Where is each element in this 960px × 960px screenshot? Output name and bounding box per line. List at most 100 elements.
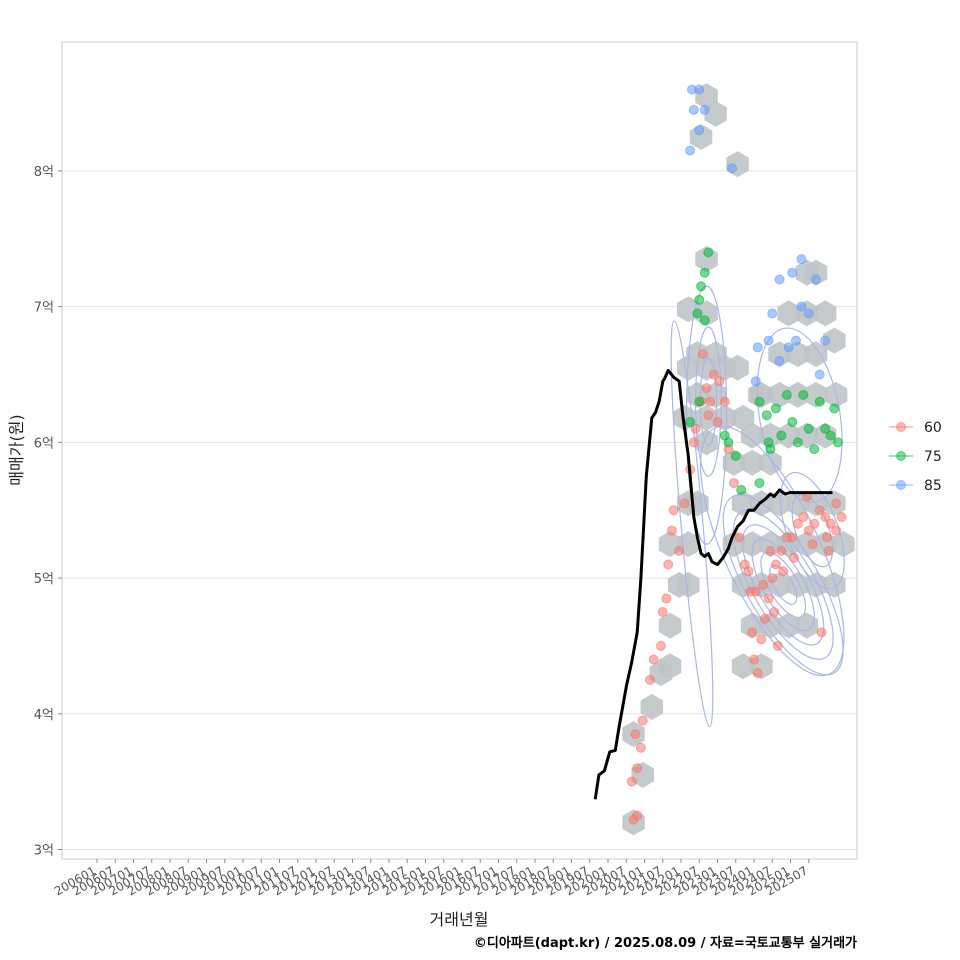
density-contour: [732, 509, 834, 660]
point-85: [727, 163, 738, 174]
point-60: [719, 396, 730, 407]
y-tick-label: 4억: [34, 708, 54, 723]
hexbin-cell: [804, 341, 828, 368]
point-60: [712, 417, 723, 427]
point-60: [708, 369, 719, 380]
legend-key-point: [896, 451, 906, 461]
scatter-points-layer: [626, 84, 847, 825]
y-tick-label: 7억: [34, 301, 54, 316]
point-60: [814, 505, 825, 516]
point-60: [758, 579, 769, 590]
point-85: [774, 355, 785, 366]
point-60: [798, 512, 809, 522]
point-75: [787, 417, 798, 427]
point-85: [750, 376, 761, 387]
point-60: [759, 613, 770, 624]
point-60: [789, 552, 800, 563]
point-85: [767, 308, 778, 319]
point-60: [809, 518, 820, 529]
point-75: [699, 315, 710, 326]
point-75: [798, 389, 809, 400]
point-75: [736, 484, 747, 495]
hexbin-cell: [777, 612, 800, 639]
hexbin-cell: [640, 694, 664, 720]
hexbin-cell: [740, 531, 764, 558]
point-85: [803, 308, 814, 319]
hexbin-cell: [786, 381, 810, 408]
legend-label: 60: [924, 420, 942, 436]
legend-label: 75: [924, 449, 942, 465]
point-60: [743, 566, 754, 577]
x-axis-ticks: 2006012006072007012007072008012008072009…: [52, 859, 810, 899]
point-60: [632, 763, 643, 774]
hexbin-cell: [813, 422, 837, 449]
hexbin-cell: [804, 259, 828, 286]
hexbin-cell: [704, 100, 727, 127]
legend: 60 75 85: [889, 420, 942, 494]
point-60: [831, 525, 842, 536]
point-60: [752, 668, 763, 679]
point-75: [792, 437, 803, 448]
point-75: [803, 423, 814, 434]
point-75: [730, 450, 741, 461]
point-60: [792, 518, 803, 529]
hexbin-cell: [813, 300, 837, 327]
hexbin-cell: [695, 429, 718, 456]
hexbin-cell: [759, 531, 782, 558]
point-60: [663, 559, 674, 570]
point-60: [679, 498, 690, 509]
point-85: [814, 369, 825, 380]
point-60: [705, 396, 716, 407]
point-60: [778, 566, 789, 577]
density-contour: [722, 494, 844, 676]
point-60: [661, 593, 672, 604]
point-75: [761, 410, 772, 421]
point-75: [685, 417, 696, 427]
hexbin-cell: [740, 612, 764, 639]
point-85: [820, 335, 831, 346]
hexbin-cell: [759, 449, 782, 476]
point-85: [774, 274, 785, 285]
y-tick-label: 3억: [34, 844, 54, 859]
y-gridlines: [62, 170, 857, 850]
point-75: [696, 281, 707, 292]
hexbin-cell: [768, 381, 791, 408]
point-60: [825, 518, 836, 529]
hexbin-cell: [731, 653, 755, 680]
point-60: [734, 532, 745, 543]
density-contour: [685, 285, 728, 545]
point-60: [626, 776, 637, 787]
density-contour-layer: [670, 285, 845, 728]
point-60: [637, 715, 648, 726]
point-75: [829, 403, 840, 414]
point-60: [836, 512, 847, 522]
y-tick-label: 8억: [34, 165, 54, 180]
y-axis-ticks: 3억 4억 5억 6억 7억 8억: [34, 165, 62, 859]
point-85: [796, 301, 807, 312]
hexbin-cell: [740, 449, 764, 476]
point-75: [765, 444, 776, 455]
point-60: [630, 729, 641, 740]
y-axis-title: 매매가(원): [7, 414, 26, 485]
point-60: [763, 593, 774, 604]
point-60: [701, 383, 712, 394]
point-60: [816, 627, 827, 638]
density-contour: [760, 551, 807, 619]
point-75: [820, 423, 831, 434]
y-tick-label: 6억: [34, 436, 54, 451]
point-60: [655, 640, 666, 651]
point-60: [690, 423, 701, 434]
point-75: [754, 478, 765, 489]
trend-line: [593, 368, 833, 800]
point-60: [770, 559, 781, 570]
point-60: [749, 654, 759, 665]
point-60: [787, 532, 798, 543]
point-85: [699, 104, 710, 115]
point-60: [697, 349, 708, 360]
point-60: [635, 742, 646, 753]
hexbin-cell: [786, 571, 810, 598]
point-75: [776, 430, 787, 441]
point-85: [796, 254, 807, 265]
hexbin-cell: [658, 612, 682, 639]
